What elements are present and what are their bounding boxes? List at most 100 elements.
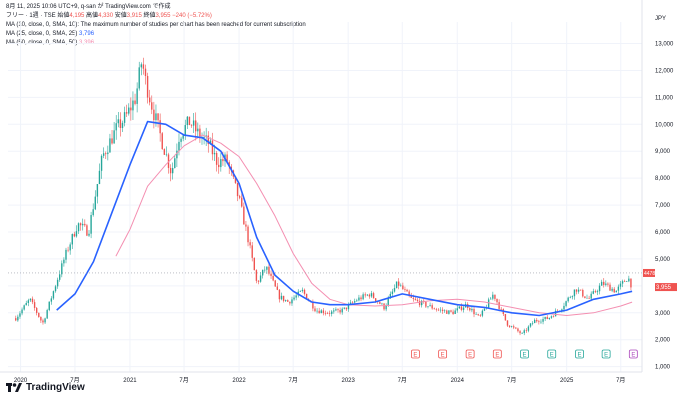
candle-body xyxy=(360,297,362,300)
earnings-marker-label: E xyxy=(413,353,417,359)
candle-body xyxy=(236,182,239,197)
candle-body xyxy=(590,293,592,299)
candle-body xyxy=(513,326,515,328)
candle-body xyxy=(207,135,209,145)
candle-body xyxy=(46,310,48,319)
candle-body xyxy=(481,310,484,316)
candle-body xyxy=(527,326,530,331)
candle-body xyxy=(389,293,392,299)
candle-body xyxy=(278,289,281,300)
candle-body xyxy=(21,309,23,314)
candle-body xyxy=(580,289,582,291)
open-value: 4,195 xyxy=(69,13,85,19)
candle-body xyxy=(48,301,50,311)
candle-body xyxy=(44,318,46,323)
candle-body xyxy=(444,310,446,312)
earnings-marker-label: E xyxy=(441,353,445,359)
candle-body xyxy=(268,266,270,274)
candle-body xyxy=(609,284,611,291)
candle-body xyxy=(159,120,161,134)
y-tick-label: 11,000 xyxy=(655,95,674,101)
candle-body xyxy=(128,107,130,114)
candle-body xyxy=(418,300,421,306)
candle-body xyxy=(337,309,339,311)
tradingview-logo-icon xyxy=(6,383,22,392)
earnings-marker-label: E xyxy=(468,353,472,359)
study-ma50[interactable]: MA (50, close, 0, SMA, 50) 3,396 xyxy=(6,40,94,47)
study-ma10[interactable]: MA (10, close, 0, SMA, 10): The maximum … xyxy=(6,22,306,28)
earnings-marker-label: E xyxy=(604,353,608,359)
candle-body xyxy=(458,306,461,309)
study-ma50-value: 3,396 xyxy=(79,40,95,46)
candle-body xyxy=(538,321,540,323)
high-value: 4,330 xyxy=(98,13,114,19)
candle-body xyxy=(255,270,258,281)
symbol-name[interactable]: フリー · 1週 · TSE xyxy=(6,13,56,19)
candle-body xyxy=(448,310,450,314)
candle-body xyxy=(35,307,38,313)
ma25-line xyxy=(56,120,633,317)
candle-body xyxy=(238,196,241,198)
last-close-tag-bg xyxy=(655,283,677,292)
candle-body xyxy=(582,289,584,297)
candle-body xyxy=(257,280,260,282)
candle-body xyxy=(573,289,576,297)
candle-body xyxy=(500,308,502,310)
study-ma25-value: 3,796 xyxy=(79,31,95,37)
candle-body xyxy=(56,279,59,287)
candle-body xyxy=(473,308,475,315)
candle-body xyxy=(456,308,458,311)
study-ma25[interactable]: MA (25, close, 0, SMA, 25) 3,796 xyxy=(6,31,94,38)
candle-body xyxy=(429,305,431,307)
candle-body xyxy=(460,306,463,310)
candle-body xyxy=(471,308,473,311)
candle-body xyxy=(414,298,417,300)
candle-body xyxy=(199,128,201,139)
y-tick-label: 8,000 xyxy=(655,176,671,182)
candle-body xyxy=(588,297,590,299)
candle-body xyxy=(52,291,55,299)
candle-body xyxy=(117,119,119,124)
candle-body xyxy=(123,112,126,123)
candle-body xyxy=(322,310,325,314)
y-tick-label: 1,000 xyxy=(655,365,671,371)
candle-body xyxy=(569,297,571,298)
candle-body xyxy=(335,309,337,311)
candle-body xyxy=(107,152,109,155)
x-tick-label: 2023 xyxy=(341,378,355,384)
candle-body xyxy=(98,170,101,185)
candle-body xyxy=(94,196,96,210)
candle-body xyxy=(349,302,352,305)
candle-body xyxy=(354,301,356,303)
earnings-marker-label: E xyxy=(495,353,499,359)
candle-body xyxy=(584,296,586,298)
candle-body xyxy=(90,215,92,234)
x-tick-label: 2022 xyxy=(232,378,246,384)
tradingview-logo[interactable]: TradingView xyxy=(6,382,85,393)
candle-body xyxy=(326,313,329,314)
candle-body xyxy=(508,325,511,327)
candle-body xyxy=(77,223,80,232)
header-timestamp: 8月 11, 2025 10:06 UTC+9, q-san が Trading… xyxy=(6,4,171,10)
candle-body xyxy=(619,283,622,287)
currency-label: JPY xyxy=(655,16,666,22)
change-value: −240 (−5.72%) xyxy=(172,13,212,19)
candle-body xyxy=(613,288,615,293)
candle-body xyxy=(479,315,481,316)
candle-body xyxy=(603,281,605,285)
candle-body xyxy=(404,289,406,290)
candle-body xyxy=(291,299,293,304)
x-tick-label: 7月 xyxy=(288,377,297,384)
earnings-marker xyxy=(575,349,584,359)
candle-body xyxy=(607,283,609,285)
candle-body xyxy=(186,116,189,126)
candle-body xyxy=(54,286,57,292)
candle-body xyxy=(50,298,53,302)
candle-body xyxy=(29,298,32,301)
earnings-marker xyxy=(628,349,638,359)
candle-body xyxy=(266,266,268,270)
candle-body xyxy=(536,319,538,322)
candle-body xyxy=(211,140,214,155)
candle-body xyxy=(305,293,308,300)
